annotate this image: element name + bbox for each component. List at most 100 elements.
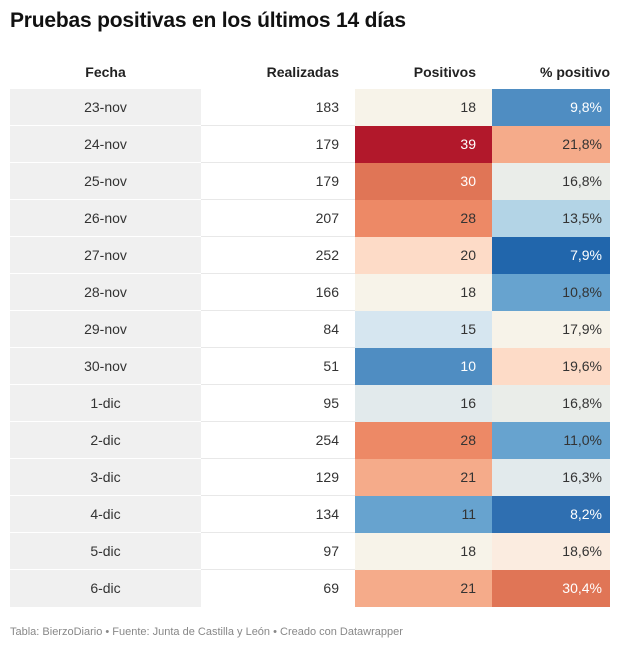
row-divider — [10, 347, 201, 348]
cell-realizadas: 252 — [315, 247, 339, 263]
table-row: 27-nov 252 20 7,9% — [10, 237, 610, 274]
cell-realizadas: 179 — [315, 173, 339, 189]
cell-pct-positivo: 10,8% — [492, 274, 610, 311]
cell-fecha: 24-nov — [10, 126, 201, 163]
row-divider — [10, 125, 201, 126]
row-divider — [10, 421, 201, 422]
cell-fecha: 27-nov — [10, 237, 201, 274]
cell-realizadas: 95 — [323, 395, 339, 411]
cell-fecha: 23-nov — [10, 89, 201, 126]
chart-title: Pruebas positivas en los últimos 14 días — [10, 9, 406, 32]
cell-realizadas: 134 — [315, 506, 339, 522]
cell-pct-positivo: 16,8% — [492, 163, 610, 200]
header-positivos[interactable]: Positivos — [413, 64, 476, 80]
header-fecha[interactable]: Fecha — [85, 64, 126, 80]
table-row: 23-nov 183 18 9,8% — [10, 89, 610, 126]
cell-positivos: 30 — [355, 163, 492, 200]
cell-positivos: 15 — [355, 311, 492, 348]
row-divider — [201, 310, 355, 311]
row-divider — [201, 495, 355, 496]
cell-fecha: 5-dic — [10, 533, 201, 570]
row-divider — [10, 199, 201, 200]
row-divider — [201, 532, 355, 533]
cell-realizadas: 69 — [323, 580, 339, 596]
cell-positivos: 10 — [355, 348, 492, 385]
cell-fecha: 25-nov — [10, 163, 201, 200]
cell-pct-positivo: 11,0% — [492, 422, 610, 459]
table-header: Fecha Realizadas Positivos % positivo — [10, 56, 610, 89]
cell-realizadas: 166 — [315, 284, 339, 300]
table-row: 2-dic 254 28 11,0% — [10, 422, 610, 459]
cell-pct-positivo: 21,8% — [492, 126, 610, 163]
header-realizadas[interactable]: Realizadas — [266, 64, 339, 80]
cell-positivos: 21 — [355, 570, 492, 607]
row-divider — [201, 384, 355, 385]
cell-fecha: 30-nov — [10, 348, 201, 385]
table-row: 1-dic 95 16 16,8% — [10, 385, 610, 422]
cell-pct-positivo: 9,8% — [492, 89, 610, 126]
cell-pct-positivo: 17,9% — [492, 311, 610, 348]
cell-fecha: 29-nov — [10, 311, 201, 348]
cell-realizadas: 254 — [315, 432, 339, 448]
cell-pct-positivo: 13,5% — [492, 200, 610, 237]
cell-positivos: 11 — [355, 496, 492, 533]
table-row: 6-dic 69 21 30,4% — [10, 570, 610, 607]
cell-realizadas: 179 — [315, 136, 339, 152]
cell-positivos: 18 — [355, 533, 492, 570]
cell-positivos: 20 — [355, 237, 492, 274]
table-row: 30-nov 51 10 19,6% — [10, 348, 610, 385]
table-row: 5-dic 97 18 18,6% — [10, 533, 610, 570]
header-pct-positivo[interactable]: % positivo — [539, 64, 610, 80]
cell-positivos: 28 — [355, 200, 492, 237]
table-body: 23-nov 183 18 9,8% 24-nov 179 39 21,8% 25-nov 179… — [10, 89, 610, 607]
cell-positivos: 21 — [355, 459, 492, 496]
cell-positivos: 16 — [355, 385, 492, 422]
cell-realizadas: 97 — [323, 543, 339, 559]
cell-pct-positivo: 16,8% — [492, 385, 610, 422]
table-row: 3-dic 129 21 16,3% — [10, 459, 610, 496]
cell-fecha: 4-dic — [10, 496, 201, 533]
data-table: Fecha Realizadas Positivos % positivo 23… — [10, 56, 610, 607]
row-divider — [201, 347, 355, 348]
row-divider — [10, 532, 201, 533]
row-divider — [201, 236, 355, 237]
row-divider — [201, 125, 355, 126]
row-divider — [10, 458, 201, 459]
row-divider — [10, 236, 201, 237]
table-row: 28-nov 166 18 10,8% — [10, 274, 610, 311]
cell-pct-positivo: 19,6% — [492, 348, 610, 385]
row-divider — [201, 162, 355, 163]
cell-positivos: 28 — [355, 422, 492, 459]
table-row: 24-nov 179 39 21,8% — [10, 126, 610, 163]
cell-pct-positivo: 16,3% — [492, 459, 610, 496]
cell-realizadas: 129 — [315, 469, 339, 485]
cell-realizadas: 84 — [323, 321, 339, 337]
row-divider — [10, 495, 201, 496]
cell-pct-positivo: 7,9% — [492, 237, 610, 274]
table-row: 29-nov 84 15 17,9% — [10, 311, 610, 348]
row-divider — [10, 569, 201, 570]
row-divider — [201, 199, 355, 200]
cell-fecha: 3-dic — [10, 459, 201, 496]
footer-credits: Tabla: BierzoDiario • Fuente: Junta de C… — [10, 626, 403, 638]
row-divider — [201, 273, 355, 274]
table-row: 4-dic 134 11 8,2% — [10, 496, 610, 533]
cell-fecha: 1-dic — [10, 385, 201, 422]
table-row: 26-nov 207 28 13,5% — [10, 200, 610, 237]
cell-realizadas: 183 — [315, 99, 339, 115]
cell-positivos: 18 — [355, 89, 492, 126]
table-row: 25-nov 179 30 16,8% — [10, 163, 610, 200]
cell-realizadas: 51 — [323, 358, 339, 374]
cell-pct-positivo: 18,6% — [492, 533, 610, 570]
row-divider — [10, 162, 201, 163]
cell-fecha: 6-dic — [10, 570, 201, 607]
cell-positivos: 18 — [355, 274, 492, 311]
cell-realizadas: 207 — [315, 210, 339, 226]
cell-fecha: 26-nov — [10, 200, 201, 237]
row-divider — [201, 458, 355, 459]
cell-pct-positivo: 8,2% — [492, 496, 610, 533]
cell-pct-positivo: 30,4% — [492, 570, 610, 607]
row-divider — [10, 384, 201, 385]
row-divider — [10, 310, 201, 311]
cell-fecha: 28-nov — [10, 274, 201, 311]
